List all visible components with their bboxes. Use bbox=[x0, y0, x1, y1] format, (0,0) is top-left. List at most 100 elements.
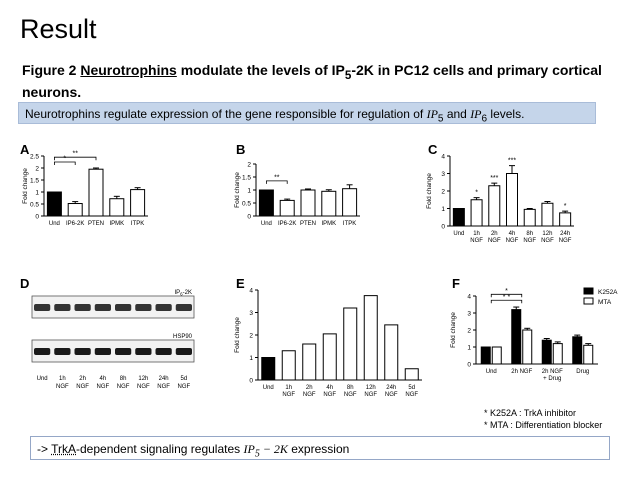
banner-ip5: IP bbox=[426, 107, 438, 121]
bar bbox=[322, 333, 337, 381]
legend-label: MTA bbox=[598, 299, 612, 306]
conclusion-box: -> TrkA-dependent signaling regulates IP… bbox=[30, 436, 610, 460]
bar bbox=[572, 336, 583, 365]
figure-title: Figure 2 Neurotrophins modulate the leve… bbox=[22, 62, 622, 101]
x-tick-label: Und bbox=[453, 231, 464, 237]
legend-swatch bbox=[583, 297, 594, 305]
bar bbox=[470, 199, 483, 227]
banner-and: and bbox=[443, 107, 471, 121]
blot-band bbox=[115, 348, 132, 355]
y-tick-label: 3 bbox=[467, 311, 471, 318]
x-tick-label: 5d bbox=[408, 385, 415, 391]
y-axis-title: Fold change bbox=[426, 173, 433, 209]
y-tick-label: 0 bbox=[441, 224, 445, 231]
x-tick-label: 2h NGF bbox=[511, 369, 532, 375]
blot-lane-label: 2h bbox=[79, 376, 86, 382]
x-tick-label-line2: NGF bbox=[303, 392, 316, 398]
bar bbox=[302, 343, 317, 381]
x-tick-label: 2h NGF bbox=[542, 369, 563, 375]
bar bbox=[583, 344, 594, 365]
significance-bracket bbox=[54, 161, 76, 165]
summary-banner: Neurotrophins regulate expression of the… bbox=[18, 102, 596, 124]
y-axis-title: Fold change bbox=[450, 312, 457, 348]
blot-band bbox=[94, 348, 111, 355]
bar bbox=[404, 368, 419, 381]
x-tick-label: 2h bbox=[491, 231, 498, 237]
blot-lane-label-line2: NGF bbox=[178, 384, 191, 390]
figure-title-sub: 5 bbox=[344, 68, 352, 82]
x-tick-label-line2: NGF bbox=[364, 392, 377, 398]
significance-star: * bbox=[564, 203, 567, 210]
blot-band bbox=[135, 304, 152, 311]
panel-letter-d: D bbox=[20, 276, 30, 291]
bar bbox=[522, 329, 533, 365]
conclusion-text-a: -> bbox=[37, 442, 52, 456]
banner-sub6: 6 bbox=[481, 113, 488, 125]
bar bbox=[541, 339, 552, 365]
panel-letter-b: B bbox=[236, 142, 246, 157]
y-tick-label: 2 bbox=[247, 162, 251, 169]
blot-lane-label: 1h bbox=[59, 376, 66, 382]
panel-letter-e: E bbox=[236, 276, 245, 291]
blot-lane-label-line2: NGF bbox=[76, 384, 89, 390]
x-tick-label-line2: NGF bbox=[559, 238, 572, 244]
y-axis-title: Fold change bbox=[234, 317, 241, 353]
bar bbox=[321, 190, 337, 217]
banner-ip6: IP bbox=[470, 107, 482, 121]
bar bbox=[109, 198, 125, 217]
bar bbox=[363, 295, 378, 381]
banner-text-b: levels. bbox=[487, 107, 525, 121]
banner-sub5: 5 bbox=[437, 113, 444, 125]
bar bbox=[511, 309, 522, 365]
bar bbox=[491, 346, 502, 365]
y-tick-label: 0 bbox=[249, 378, 253, 385]
bar bbox=[279, 199, 295, 217]
x-tick-label-line2: NGF bbox=[541, 238, 554, 244]
bar bbox=[342, 188, 358, 217]
y-tick-label: 3 bbox=[441, 171, 445, 178]
figure-title-prefix: Figure 2 bbox=[22, 62, 81, 78]
y-tick-label: 1.5 bbox=[30, 178, 39, 185]
blot-lane-label-line2: NGF bbox=[56, 384, 69, 390]
x-tick-label: Und bbox=[261, 221, 272, 227]
x-tick-label: ITPK bbox=[343, 221, 356, 227]
bar bbox=[130, 189, 146, 217]
significance-label: ** bbox=[72, 151, 78, 158]
panel-letter-c: C bbox=[428, 142, 438, 157]
blot-strip bbox=[31, 295, 195, 319]
blot-lane-label: 12h bbox=[138, 376, 148, 382]
bar bbox=[343, 307, 358, 381]
slide-title: Result bbox=[20, 14, 97, 44]
y-tick-label: 0 bbox=[35, 214, 39, 221]
blot-band bbox=[155, 348, 172, 355]
chart-panel-b: 0 0.5 1 1.5 2 Fold change Und IP6-2K PTEN IPMK ITP… bbox=[234, 162, 360, 227]
y-axis-title: Fold change bbox=[234, 172, 241, 208]
bar bbox=[258, 189, 274, 217]
bar bbox=[523, 208, 536, 227]
x-tick-label: 1h bbox=[285, 385, 292, 391]
panel-letter-a: A bbox=[20, 142, 30, 157]
y-tick-label: 2 bbox=[35, 166, 39, 173]
x-tick-label: Und bbox=[263, 385, 274, 391]
conclusion-text-b: -dependent signaling regulates bbox=[76, 442, 244, 456]
x-tick-label-line2: NGF bbox=[282, 392, 295, 398]
y-tick-label: 2 bbox=[441, 189, 445, 196]
conclusion-formula: IP bbox=[243, 442, 255, 456]
x-tick-label: PTEN bbox=[88, 221, 104, 227]
conclusion-trka: TrkA bbox=[51, 442, 77, 456]
x-tick-label-line2: NGF bbox=[470, 238, 483, 244]
y-tick-label: 4 bbox=[441, 154, 445, 161]
blot-band bbox=[74, 304, 91, 311]
x-tick-label: IPMK bbox=[109, 221, 124, 227]
note-mta: * MTA : Differentiation blocker bbox=[484, 420, 603, 430]
legend-label: K252A bbox=[598, 289, 618, 296]
y-tick-label: 1 bbox=[467, 345, 471, 352]
figure-title-rest-a: modulate the levels of IP bbox=[176, 62, 345, 78]
x-tick-label-line2: NGF bbox=[323, 392, 336, 398]
conclusion-formula-sub: 5 bbox=[254, 448, 260, 460]
bar bbox=[552, 343, 563, 365]
y-axis-title: Fold change bbox=[22, 168, 29, 204]
x-tick-label: 12h bbox=[366, 385, 376, 391]
